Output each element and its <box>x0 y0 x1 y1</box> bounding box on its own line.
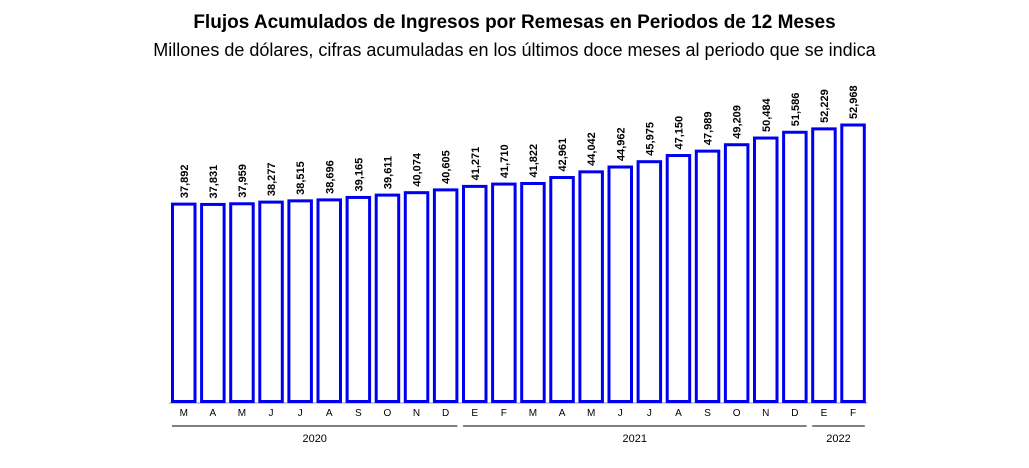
x-tick-label: J <box>647 408 652 419</box>
x-tick-label: M <box>529 408 537 419</box>
x-tick-label: E <box>821 408 828 419</box>
x-tick-label: A <box>559 408 566 419</box>
data-label: 39,165 <box>353 158 365 192</box>
data-label: 37,892 <box>179 164 191 198</box>
data-label: 38,515 <box>295 161 307 195</box>
x-tick-label: S <box>355 408 362 419</box>
chart-subtitle: Millones de dólares, cifras acumuladas e… <box>153 40 876 60</box>
bar <box>374 193 401 403</box>
data-label: 38,696 <box>324 160 336 194</box>
data-label: 45,975 <box>644 122 656 156</box>
bar <box>723 143 750 403</box>
data-label: 40,074 <box>412 152 424 187</box>
bar <box>782 130 808 403</box>
x-tick-label: M <box>180 408 188 419</box>
data-label: 52,229 <box>819 89 831 123</box>
bar <box>403 191 430 403</box>
bar <box>578 170 604 403</box>
x-tick-label: E <box>471 408 478 419</box>
data-label: 37,831 <box>208 165 220 199</box>
data-label: 40,605 <box>441 150 453 184</box>
bar <box>200 202 226 403</box>
bar <box>665 154 692 403</box>
bar <box>316 198 342 403</box>
data-label: 38,277 <box>266 162 278 196</box>
data-label: 42,961 <box>557 138 569 172</box>
bar <box>287 199 313 403</box>
bar <box>491 182 517 403</box>
bar <box>636 160 663 403</box>
bar <box>462 184 488 403</box>
x-tick-label: S <box>704 408 711 419</box>
data-label: 47,989 <box>703 111 715 145</box>
x-tick-label: D <box>791 408 798 419</box>
x-tick-label: A <box>326 408 333 419</box>
bar <box>840 123 866 403</box>
x-tick-label: J <box>618 408 623 419</box>
data-label: 47,150 <box>673 116 685 150</box>
chart-title: Flujos Acumulados de Ingresos por Remesa… <box>193 12 836 33</box>
bar <box>811 127 837 403</box>
x-tick-label: O <box>384 408 392 419</box>
year-group-label: 2021 <box>623 433 647 445</box>
bar <box>432 188 459 403</box>
x-tick-label: A <box>210 408 217 419</box>
bar <box>229 202 255 403</box>
bar <box>549 176 575 403</box>
data-label: 39,611 <box>382 156 394 189</box>
data-label: 52,968 <box>848 85 860 119</box>
x-tick-label: M <box>587 408 595 419</box>
year-group-label: 2020 <box>302 433 326 445</box>
bar <box>607 165 633 403</box>
bar <box>753 136 779 404</box>
bar <box>171 202 197 403</box>
bar <box>694 149 721 403</box>
x-tick-label: F <box>850 408 856 419</box>
data-label: 50,484 <box>761 98 773 133</box>
data-label: 49,209 <box>732 105 744 139</box>
x-tick-label: N <box>413 408 420 419</box>
x-tick-label: M <box>238 408 246 419</box>
bar <box>345 195 372 403</box>
x-tick-label: O <box>733 408 741 419</box>
bar <box>520 181 546 403</box>
data-label: 37,959 <box>237 164 249 198</box>
data-label: 41,822 <box>528 144 540 178</box>
x-tick-label: J <box>298 408 303 419</box>
x-tick-label: F <box>501 408 507 419</box>
x-tick-label: D <box>442 408 449 419</box>
x-tick-label: J <box>269 408 274 419</box>
x-tick-label: A <box>675 408 682 419</box>
year-group-label: 2022 <box>826 433 850 445</box>
bar <box>258 200 284 403</box>
data-label: 41,710 <box>499 144 511 178</box>
x-tick-label: N <box>762 408 769 419</box>
data-label: 41,271 <box>470 147 482 181</box>
data-label: 44,042 <box>586 132 598 166</box>
data-label: 51,586 <box>790 93 802 127</box>
data-label: 44,962 <box>615 127 627 161</box>
